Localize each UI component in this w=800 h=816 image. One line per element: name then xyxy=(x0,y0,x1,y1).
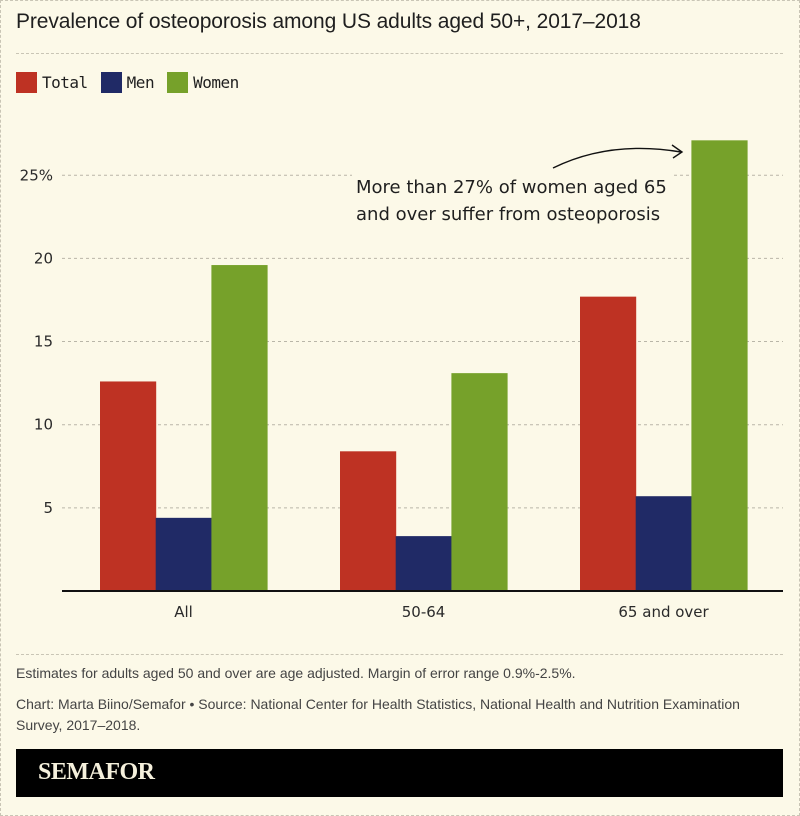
x-tick-label: 50-64 xyxy=(402,603,446,621)
legend-swatch-men xyxy=(100,72,122,93)
bar-men xyxy=(155,517,212,591)
bar-chart: 5 10 15 20 25% All 50-64 65 and over More than… xyxy=(20,140,783,621)
legend-label-men: Men xyxy=(126,73,155,92)
bar-total xyxy=(580,296,637,591)
footnote: Estimates for adults aged 50 and over ar… xyxy=(16,665,576,681)
bar-women xyxy=(451,373,508,591)
y-axis-ticks: 5 10 15 20 25% xyxy=(20,166,53,517)
bar-total xyxy=(100,381,157,591)
y-tick-label: 25% xyxy=(20,166,53,184)
legend-item-women: Women xyxy=(167,72,239,93)
annotation-background xyxy=(352,170,674,230)
footer-divider xyxy=(16,654,783,655)
y-tick-label: 5 xyxy=(43,499,53,517)
legend-label-women: Women xyxy=(193,73,239,92)
annotation-line-2: and over suffer from osteoporosis xyxy=(356,204,660,225)
y-tick-label: 15 xyxy=(34,333,53,351)
bar-total xyxy=(340,451,397,591)
bar-men xyxy=(635,496,692,591)
legend-item-total: Total xyxy=(16,72,88,93)
bar-women xyxy=(211,265,268,591)
annotation-line-1: More than 27% of women aged 65 xyxy=(356,177,667,198)
legend: Total Men Women xyxy=(16,72,252,93)
annotation-arrow-icon xyxy=(552,147,682,169)
bar-women xyxy=(691,140,748,591)
bars xyxy=(100,140,748,591)
legend-swatch-women xyxy=(167,72,189,93)
brand-banner: SEMAFOR xyxy=(16,749,783,797)
title-divider xyxy=(16,53,783,54)
x-tick-label: 65 and over xyxy=(618,603,709,621)
chart-title: Prevalence of osteoporosis among US adul… xyxy=(16,10,641,33)
legend-item-men: Men xyxy=(100,72,155,93)
bar-men xyxy=(395,536,452,591)
semafor-logo: SEMAFOR xyxy=(38,759,155,785)
legend-label-total: Total xyxy=(42,73,88,92)
legend-swatch-total xyxy=(16,72,37,93)
y-tick-label: 20 xyxy=(34,249,53,267)
annotation: More than 27% of women aged 65 and over … xyxy=(352,144,684,230)
y-tick-label: 10 xyxy=(34,416,53,434)
source-credit: Chart: Marta Biino/Semafor • Source: Nat… xyxy=(16,696,740,733)
x-tick-label: All xyxy=(174,603,193,621)
annotation-arrowhead-icon xyxy=(671,144,684,159)
x-axis-ticks: All 50-64 65 and over xyxy=(174,603,709,621)
